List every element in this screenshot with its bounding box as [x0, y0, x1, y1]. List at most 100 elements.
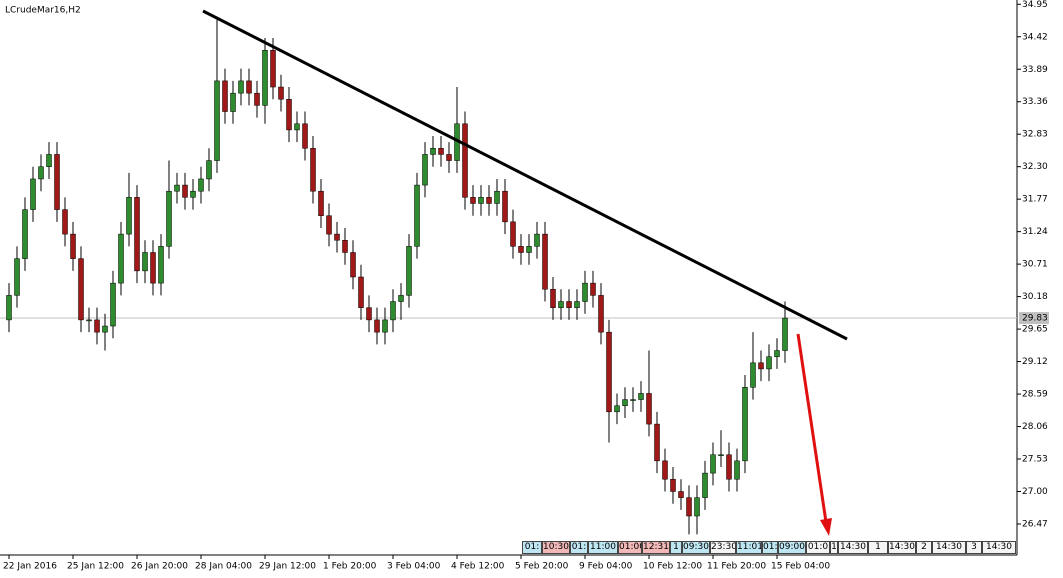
x-tick-label: 1 Feb 20:00: [323, 562, 377, 572]
candle-body: [782, 317, 788, 351]
candle-body: [702, 472, 708, 498]
candle-body: [206, 160, 212, 180]
candle-body: [550, 289, 556, 308]
candle-body: [470, 197, 476, 204]
candle-body: [486, 197, 492, 204]
candle-body: [774, 350, 780, 357]
candle-body: [766, 356, 772, 370]
candle-body: [358, 276, 364, 308]
candle-body: [422, 154, 428, 186]
candle-body: [134, 197, 140, 272]
event: 01:: [522, 541, 542, 554]
candle-body: [182, 184, 188, 198]
event: 1: [868, 541, 888, 554]
candle-body: [230, 92, 236, 112]
candle-body: [326, 215, 332, 235]
candle-body: [646, 393, 652, 425]
y-tick-label: 28.59: [1022, 390, 1048, 400]
candle-body: [158, 246, 164, 284]
candle-body: [342, 239, 348, 253]
candle-body: [350, 252, 356, 278]
y-tick-label: 30.18: [1022, 292, 1048, 302]
candle-body: [726, 454, 732, 480]
candle-body: [118, 233, 124, 284]
candle-body: [630, 399, 636, 401]
candle-body: [478, 197, 484, 204]
candle-body: [302, 123, 308, 149]
candle-body: [310, 148, 316, 192]
x-tick-label: 28 Jan 04:00: [195, 562, 252, 572]
event: 14:30: [838, 541, 868, 554]
candle-body: [214, 80, 220, 161]
event: 01:0: [806, 541, 830, 554]
y-tick-label: 29.12: [1022, 357, 1048, 367]
y-tick-label: 32.83: [1022, 130, 1048, 140]
candle-body: [502, 190, 508, 223]
candle-body: [518, 246, 524, 253]
candle-body: [374, 319, 380, 333]
candle-body: [574, 301, 580, 308]
y-tick-label: 34.42: [1022, 32, 1048, 42]
candle-body: [294, 123, 300, 131]
candle-body: [254, 92, 260, 106]
y-tick-label: 27.53: [1022, 455, 1048, 465]
candle-body: [582, 282, 588, 302]
arrow-shaft: [796, 333, 828, 523]
candle-body: [366, 307, 372, 321]
candle-body: [142, 252, 148, 272]
event: 2: [916, 541, 932, 554]
x-tick-label: 22 Jan 2016: [3, 562, 57, 572]
candle-body: [614, 405, 620, 413]
candle-body: [750, 362, 756, 388]
x-tick-label: 15 Feb 04:00: [771, 562, 830, 572]
candle-body: [30, 178, 36, 210]
candle-body: [246, 80, 252, 94]
candle-body: [438, 148, 444, 155]
event: 01:: [570, 541, 588, 554]
event: 14:30: [982, 541, 1016, 554]
candle-body: [662, 460, 668, 480]
event: 23:30: [710, 541, 736, 554]
event: 11:00: [588, 541, 618, 554]
candle-body: [742, 387, 748, 462]
candle-body: [238, 80, 244, 94]
x-tick-label: 3 Feb 04:00: [387, 562, 441, 572]
event: 01:00: [618, 541, 642, 554]
candle-body: [22, 209, 28, 259]
event: 09:00: [778, 541, 806, 554]
candle-body: [86, 319, 92, 322]
candle-body: [542, 233, 548, 290]
candle-body: [566, 301, 572, 308]
event: 10:30: [542, 541, 570, 554]
event: 1: [830, 541, 838, 554]
event: 14:30: [932, 541, 966, 554]
candle-body: [686, 497, 692, 517]
x-tick-label: 10 Feb 12:00: [643, 562, 702, 572]
y-tick-label: 31.24: [1022, 227, 1048, 237]
candle-body: [526, 246, 532, 253]
candle-body: [38, 166, 44, 180]
candle-body: [670, 478, 676, 492]
candle-body: [390, 301, 396, 321]
candle-body: [414, 184, 420, 247]
event: 09:30: [682, 541, 710, 554]
candle-body: [638, 393, 644, 400]
x-tick-label: 9 Feb 04:00: [579, 562, 633, 572]
candle-body: [62, 209, 68, 235]
candle-body: [590, 282, 596, 296]
candle-body: [70, 233, 76, 259]
candle-body: [382, 319, 388, 333]
candle-body: [54, 154, 60, 210]
candle-body: [598, 295, 604, 333]
candle-body: [734, 460, 740, 480]
candle-body: [278, 86, 284, 100]
candle-body: [678, 491, 684, 498]
y-tick-label: 32.30: [1022, 162, 1048, 172]
candle-body: [318, 190, 324, 216]
candle-body: [534, 233, 540, 247]
candle-body: [150, 252, 156, 284]
trendline: [202, 9, 848, 341]
x-tick-label: 5 Feb 20:00: [515, 562, 569, 572]
candle-body: [622, 399, 628, 406]
